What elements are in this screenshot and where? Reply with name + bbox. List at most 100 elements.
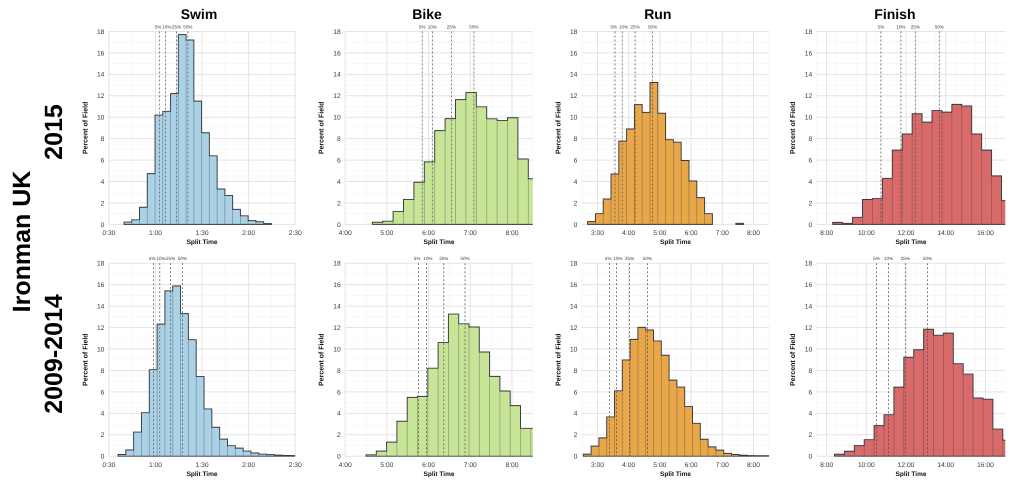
- svg-text:10%: 10%: [884, 256, 893, 261]
- svg-text:0: 0: [337, 454, 341, 461]
- svg-text:5%: 5%: [878, 24, 885, 29]
- svg-text:12: 12: [97, 93, 105, 100]
- svg-text:6:00: 6:00: [422, 230, 435, 237]
- svg-text:1:30: 1:30: [196, 462, 209, 469]
- svg-text:5%: 5%: [149, 256, 156, 261]
- svg-text:18: 18: [333, 261, 341, 268]
- svg-text:7:00: 7:00: [464, 462, 477, 469]
- svg-text:5%: 5%: [610, 24, 617, 29]
- svg-text:8: 8: [101, 136, 105, 143]
- svg-text:5:00: 5:00: [653, 462, 666, 469]
- svg-text:0: 0: [101, 222, 105, 229]
- svg-text:Finish: Finish: [874, 6, 915, 22]
- svg-text:Percent of Field: Percent of Field: [318, 333, 326, 386]
- svg-text:50%: 50%: [923, 256, 932, 261]
- svg-text:18: 18: [805, 261, 813, 268]
- svg-text:4:00: 4:00: [622, 462, 635, 469]
- svg-text:10%: 10%: [162, 24, 171, 29]
- svg-text:0: 0: [808, 222, 812, 229]
- svg-text:25%: 25%: [911, 24, 920, 29]
- svg-text:5:00: 5:00: [380, 462, 393, 469]
- svg-text:6:00: 6:00: [422, 462, 435, 469]
- svg-text:12: 12: [97, 325, 105, 332]
- svg-text:50%: 50%: [643, 256, 652, 261]
- svg-text:25%: 25%: [630, 24, 639, 29]
- svg-text:8: 8: [101, 368, 105, 375]
- svg-text:4: 4: [337, 411, 341, 418]
- svg-text:8: 8: [337, 136, 341, 143]
- svg-text:Ironman UK: Ironman UK: [8, 171, 36, 313]
- svg-text:Percent of Field: Percent of Field: [789, 102, 797, 155]
- svg-text:16:00: 16:00: [977, 462, 994, 469]
- svg-text:Swim: Swim: [181, 6, 218, 22]
- svg-text:5%: 5%: [419, 24, 426, 29]
- svg-text:8: 8: [808, 136, 812, 143]
- svg-text:25%: 25%: [625, 256, 634, 261]
- svg-text:10: 10: [805, 115, 813, 122]
- svg-text:6: 6: [574, 157, 578, 164]
- svg-text:Run: Run: [644, 6, 671, 22]
- svg-text:50%: 50%: [178, 256, 187, 261]
- svg-text:10%: 10%: [156, 256, 165, 261]
- svg-text:50%: 50%: [935, 24, 944, 29]
- svg-text:6:00: 6:00: [685, 230, 698, 237]
- svg-text:Percent of Field: Percent of Field: [81, 333, 89, 386]
- svg-text:Percent of Field: Percent of Field: [789, 333, 797, 386]
- svg-text:4:00: 4:00: [339, 230, 352, 237]
- svg-text:12: 12: [333, 325, 341, 332]
- svg-text:10:00: 10:00: [858, 230, 875, 237]
- svg-text:4: 4: [574, 179, 578, 186]
- svg-text:10%: 10%: [423, 256, 432, 261]
- svg-text:18: 18: [97, 29, 105, 36]
- svg-text:4:00: 4:00: [622, 230, 635, 237]
- svg-text:16: 16: [805, 282, 813, 289]
- svg-text:10%: 10%: [613, 256, 622, 261]
- svg-text:Split Time: Split Time: [660, 471, 691, 478]
- svg-text:8: 8: [337, 368, 341, 375]
- svg-text:16: 16: [805, 50, 813, 57]
- svg-text:12: 12: [570, 93, 578, 100]
- svg-text:0:30: 0:30: [102, 462, 115, 469]
- svg-text:10: 10: [97, 115, 105, 122]
- svg-text:8:00: 8:00: [505, 462, 518, 469]
- svg-text:16: 16: [333, 282, 341, 289]
- svg-text:Bike: Bike: [412, 6, 442, 22]
- svg-text:2: 2: [101, 432, 105, 439]
- svg-text:Percent of Field: Percent of Field: [81, 102, 89, 155]
- svg-text:4: 4: [574, 411, 578, 418]
- svg-text:6: 6: [337, 389, 341, 396]
- svg-text:Percent of Field: Percent of Field: [318, 102, 326, 155]
- svg-text:18: 18: [570, 29, 578, 36]
- svg-text:14: 14: [97, 304, 105, 311]
- svg-text:12: 12: [805, 325, 813, 332]
- svg-text:8:00: 8:00: [820, 230, 833, 237]
- svg-text:16: 16: [97, 282, 105, 289]
- svg-text:5%: 5%: [873, 256, 880, 261]
- svg-text:10%: 10%: [428, 24, 437, 29]
- svg-text:4: 4: [101, 179, 105, 186]
- svg-text:7:00: 7:00: [464, 230, 477, 237]
- svg-text:14: 14: [570, 72, 578, 79]
- svg-text:50%: 50%: [648, 24, 657, 29]
- svg-text:2:00: 2:00: [242, 230, 255, 237]
- svg-text:2009-2014: 2009-2014: [40, 294, 68, 414]
- svg-text:8:00: 8:00: [505, 230, 518, 237]
- svg-text:5:00: 5:00: [380, 230, 393, 237]
- svg-text:2:30: 2:30: [289, 462, 302, 469]
- svg-text:2:00: 2:00: [242, 462, 255, 469]
- svg-text:16: 16: [570, 282, 578, 289]
- svg-text:0: 0: [574, 222, 578, 229]
- svg-text:0: 0: [101, 454, 105, 461]
- svg-text:2: 2: [337, 200, 341, 207]
- svg-text:14: 14: [333, 72, 341, 79]
- svg-text:16: 16: [97, 50, 105, 57]
- svg-text:16: 16: [333, 50, 341, 57]
- svg-text:14: 14: [805, 72, 813, 79]
- svg-text:10: 10: [333, 346, 341, 353]
- svg-text:10%: 10%: [619, 24, 628, 29]
- svg-text:10: 10: [333, 115, 341, 122]
- svg-text:8: 8: [808, 368, 812, 375]
- svg-text:1:00: 1:00: [149, 230, 162, 237]
- svg-text:10: 10: [570, 115, 578, 122]
- svg-text:Percent of Field: Percent of Field: [554, 102, 562, 155]
